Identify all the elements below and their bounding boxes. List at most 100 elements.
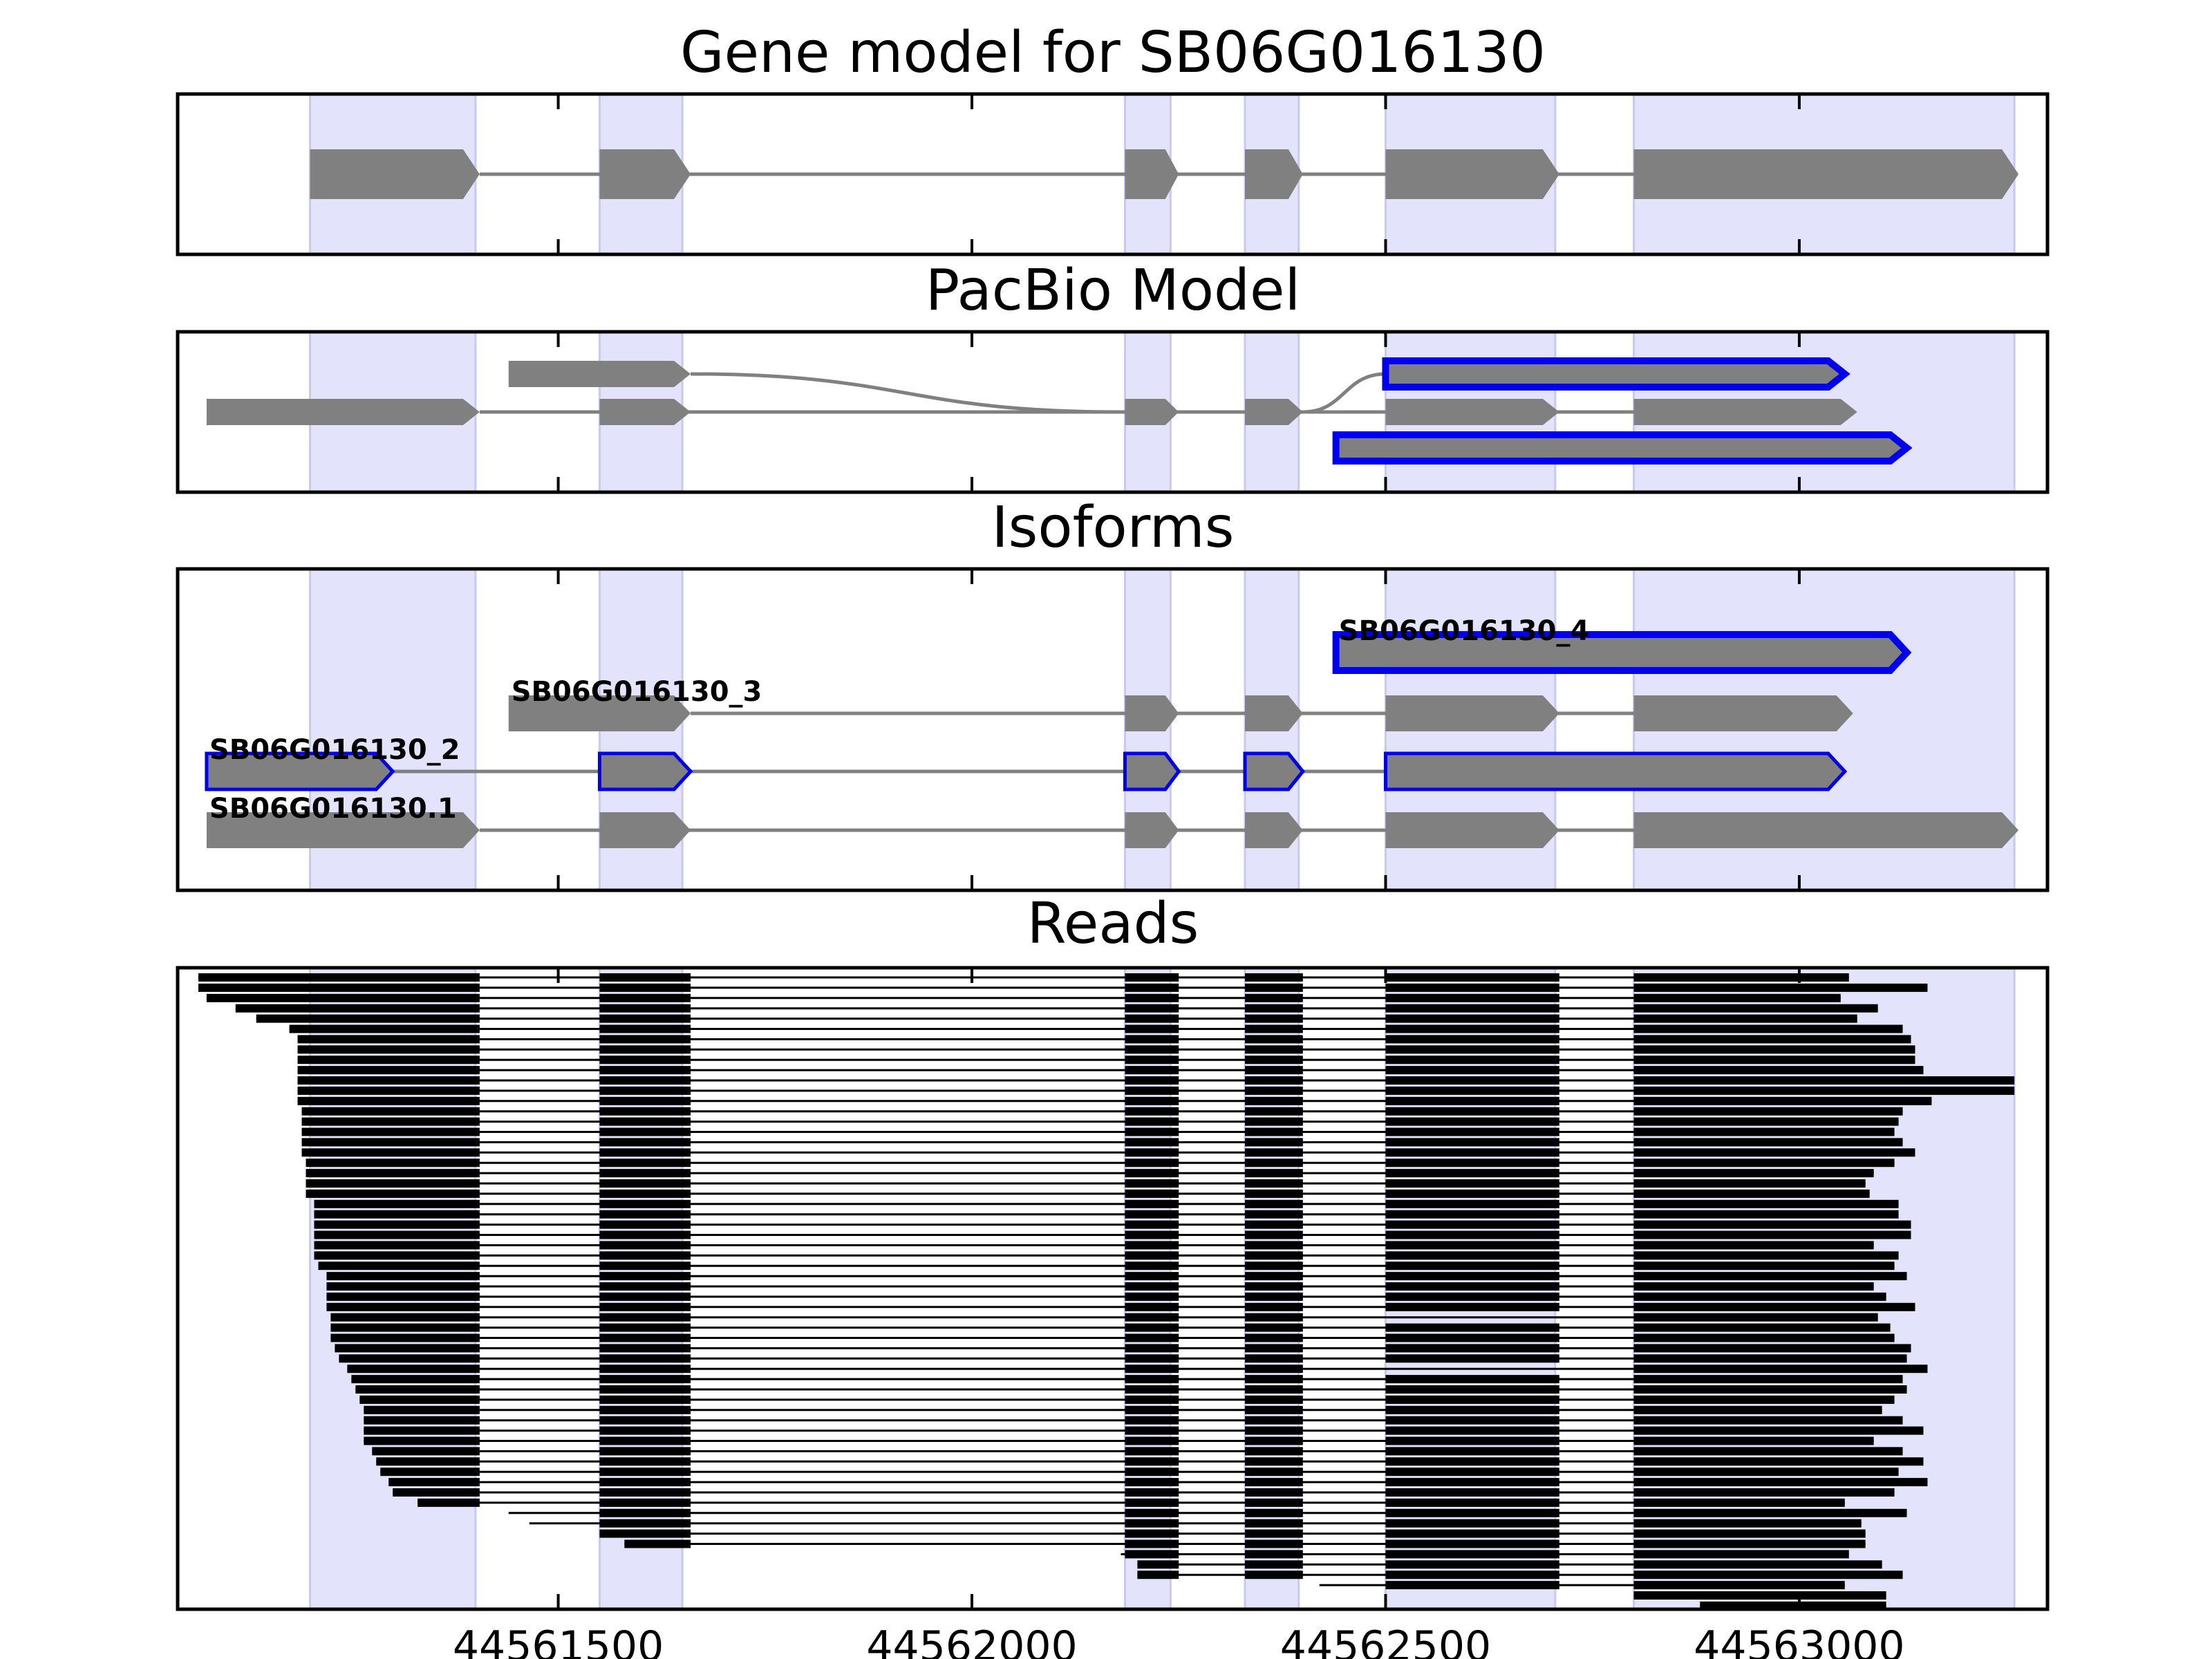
read-block-11-0	[297, 1086, 480, 1095]
read-block-22-4	[1385, 1199, 1559, 1208]
read-block-51-5	[1633, 1498, 1845, 1507]
read-27	[314, 1251, 1899, 1260]
read-block-16-2	[1125, 1138, 1179, 1147]
read-60	[1633, 1591, 1886, 1600]
read-block-47-1	[599, 1457, 691, 1466]
read-block-6-0	[297, 1035, 480, 1044]
read-block-23-2	[1125, 1210, 1179, 1219]
read-block-16-4	[1385, 1138, 1559, 1147]
read-block-21-1	[599, 1189, 691, 1198]
read-block-20-4	[1385, 1179, 1559, 1188]
read-block-20-2	[1125, 1179, 1179, 1188]
read-block-48-3	[1245, 1468, 1303, 1477]
read-block-20-1	[599, 1179, 691, 1188]
read-block-4-3	[1245, 1014, 1303, 1023]
panel-gene-model: Gene model for SB06G016130	[176, 20, 2050, 256]
read-block-41-4	[1385, 1395, 1559, 1404]
read-block-27-1	[599, 1251, 691, 1260]
read-block-43-1	[599, 1416, 691, 1425]
read-block-2-1	[599, 993, 691, 1002]
read-block-20-5	[1633, 1179, 1866, 1188]
read-19	[306, 1169, 1874, 1178]
read-block-22-3	[1245, 1199, 1303, 1208]
read-block-22-1	[599, 1199, 691, 1208]
read-block-25-0	[314, 1230, 480, 1239]
exon-iso-0-0	[1332, 631, 1912, 674]
read-12	[297, 1096, 1932, 1105]
read-block-22-0	[314, 1199, 480, 1208]
read-block-14-5	[1633, 1117, 1899, 1126]
read-block-29-5	[1633, 1272, 1907, 1281]
read-block-35-3	[1245, 1333, 1303, 1342]
read-38	[347, 1365, 1928, 1374]
read-block-52-4	[1633, 1508, 1907, 1517]
read-51	[418, 1498, 1845, 1507]
read-block-44-5	[1633, 1426, 1924, 1435]
read-44	[364, 1426, 1924, 1435]
read-block-3-3	[1245, 1004, 1303, 1013]
read-block-16-1	[599, 1138, 691, 1147]
read-block-56-0	[1125, 1550, 1179, 1559]
read-30	[326, 1282, 1874, 1291]
read-43	[364, 1416, 1903, 1425]
read-22	[314, 1199, 1899, 1208]
read-block-0-5	[1633, 973, 1849, 982]
panel-pacbio-model: PacBio Model	[176, 258, 2050, 494]
read-block-3-0	[235, 1004, 480, 1013]
read-block-12-3	[1245, 1096, 1303, 1105]
read-13	[301, 1107, 1903, 1116]
read-block-32-1	[599, 1302, 691, 1311]
read-52	[508, 1508, 1907, 1517]
read-block-54-2	[1245, 1529, 1303, 1538]
read-block-40-5	[1633, 1385, 1907, 1394]
read-block-1-3	[1245, 983, 1303, 992]
read-31	[326, 1292, 1886, 1301]
read-block-55-0	[624, 1539, 691, 1548]
read-block-34-1	[599, 1323, 691, 1332]
read-block-0-0	[198, 973, 480, 982]
read-block-42-3	[1245, 1405, 1303, 1414]
exon-iso-1-2	[1245, 695, 1303, 731]
read-block-33-4	[1633, 1313, 1878, 1322]
read-49	[388, 1478, 1928, 1487]
read-block-23-5	[1633, 1210, 1899, 1219]
read-block-39-2	[1125, 1375, 1179, 1384]
isoform-label-0: SB06G016130_4	[1339, 615, 1590, 647]
read-block-37-5	[1633, 1354, 1907, 1363]
read-40	[355, 1385, 1907, 1394]
read-block-23-1	[599, 1210, 691, 1219]
read-block-8-4	[1385, 1056, 1559, 1065]
read-block-2-4	[1385, 993, 1559, 1002]
exon-pacbio-2-3	[1245, 399, 1303, 425]
read-block-39-4	[1385, 1375, 1559, 1384]
read-block-11-4	[1385, 1086, 1559, 1095]
exon-iso-3-4	[1385, 812, 1559, 848]
read-block-31-2	[1125, 1292, 1179, 1301]
read-block-46-5	[1633, 1447, 1903, 1456]
read-block-30-5	[1633, 1282, 1874, 1291]
read-block-21-3	[1245, 1189, 1303, 1198]
read-block-44-4	[1385, 1426, 1559, 1435]
read-block-34-3	[1245, 1323, 1303, 1332]
read-block-40-0	[355, 1385, 480, 1394]
read-block-46-0	[372, 1447, 480, 1456]
read-block-12-2	[1125, 1096, 1179, 1105]
read-block-1-2	[1125, 983, 1179, 992]
read-block-44-2	[1125, 1426, 1179, 1435]
exon-iso-3-0	[206, 812, 480, 848]
read-block-48-2	[1125, 1468, 1179, 1477]
read-block-26-2	[1125, 1241, 1179, 1250]
read-block-30-4	[1385, 1282, 1559, 1291]
read-block-28-5	[1633, 1262, 1895, 1271]
read-block-51-2	[1125, 1498, 1179, 1507]
read-block-15-2	[1125, 1127, 1179, 1136]
read-block-15-5	[1633, 1127, 1895, 1136]
read-block-19-1	[599, 1169, 691, 1178]
read-10	[297, 1076, 2015, 1085]
read-block-55-3	[1385, 1539, 1559, 1548]
read-14	[301, 1117, 1899, 1126]
read-block-29-2	[1125, 1272, 1179, 1281]
read-block-36-4	[1385, 1344, 1559, 1353]
read-block-21-2	[1125, 1189, 1179, 1198]
read-block-47-3	[1245, 1457, 1303, 1466]
